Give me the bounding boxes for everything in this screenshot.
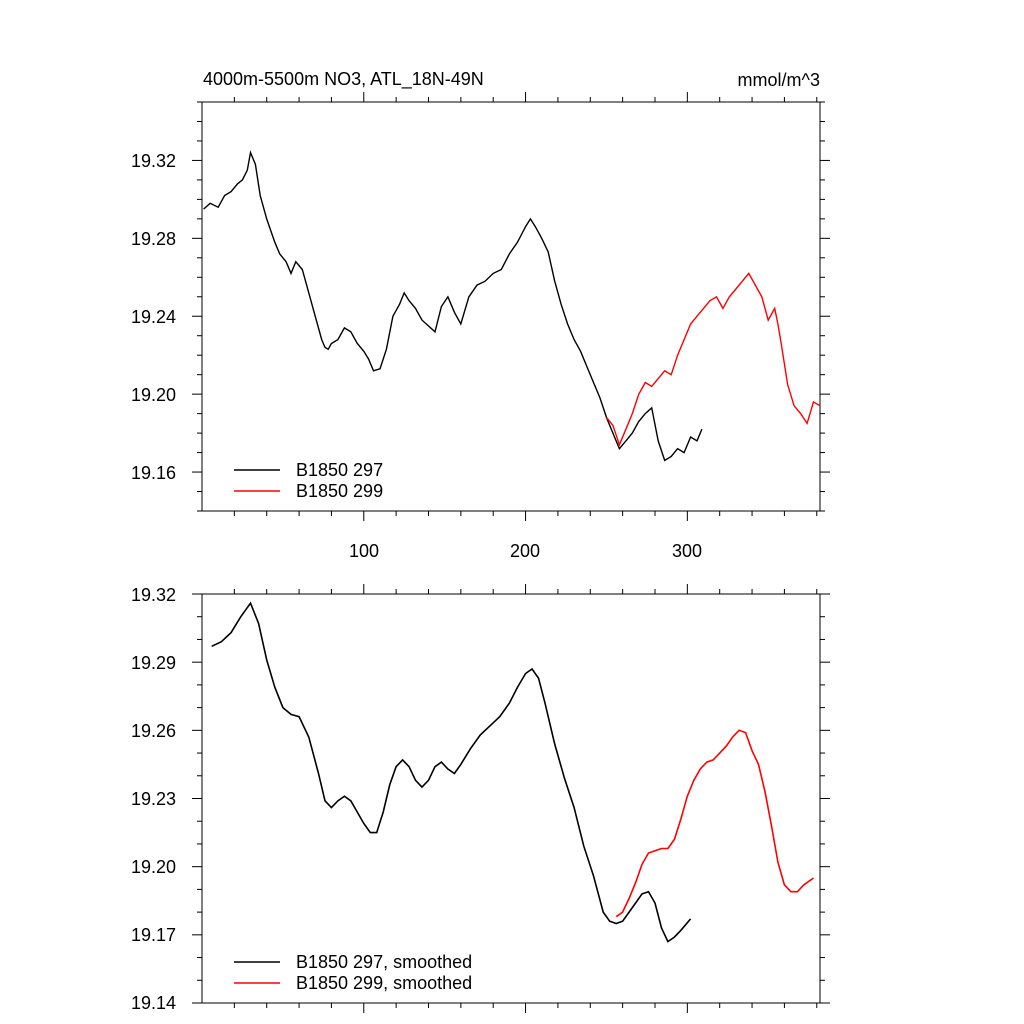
top-xtick-label: 100	[349, 541, 379, 561]
top-title: 4000m-5500m NO3, ATL_18N-49N	[203, 69, 484, 90]
bottom-ytick-label: 19.32	[131, 585, 176, 605]
top-legend-label-297: B1850 297	[296, 460, 383, 480]
top-legend-label-299: B1850 299	[296, 481, 383, 501]
bottom-series-b1850-297-smoothed-line	[211, 601, 692, 943]
top-ytick-label: 19.16	[131, 463, 176, 483]
bottom-ytick-label: 19.23	[131, 789, 176, 809]
top-series-b1850-299-line	[605, 272, 821, 447]
bottom-series-b1850-299-smoothed-line	[615, 729, 814, 918]
bottom-ytick-label: 19.20	[131, 857, 176, 877]
top-units: mmol/m^3	[738, 70, 820, 90]
bottom-ytick-label: 19.26	[131, 721, 176, 741]
top-ytick-label: 19.32	[131, 151, 176, 171]
top-xtick-label: 300	[672, 541, 702, 561]
bottom-ytick-label: 19.17	[131, 925, 176, 945]
bottom-plot-frame	[201, 593, 821, 1004]
top-plot-frame	[201, 101, 821, 512]
top-ytick-label: 19.20	[131, 385, 176, 405]
top-ytick-label: 19.28	[131, 229, 176, 249]
top-axis-ticks	[192, 92, 830, 521]
bottom-axis-ticks	[192, 584, 830, 1013]
bottom-ytick-label: 19.29	[131, 653, 176, 673]
top-series-b1850-297-line	[203, 150, 703, 462]
top-ytick-label: 19.24	[131, 307, 176, 327]
bottom-legend-label-299: B1850 299, smoothed	[296, 973, 472, 993]
bottom-legend-label-297: B1850 297, smoothed	[296, 952, 472, 972]
top-xtick-label: 200	[510, 541, 540, 561]
bottom-ytick-label: 19.14	[131, 993, 176, 1013]
